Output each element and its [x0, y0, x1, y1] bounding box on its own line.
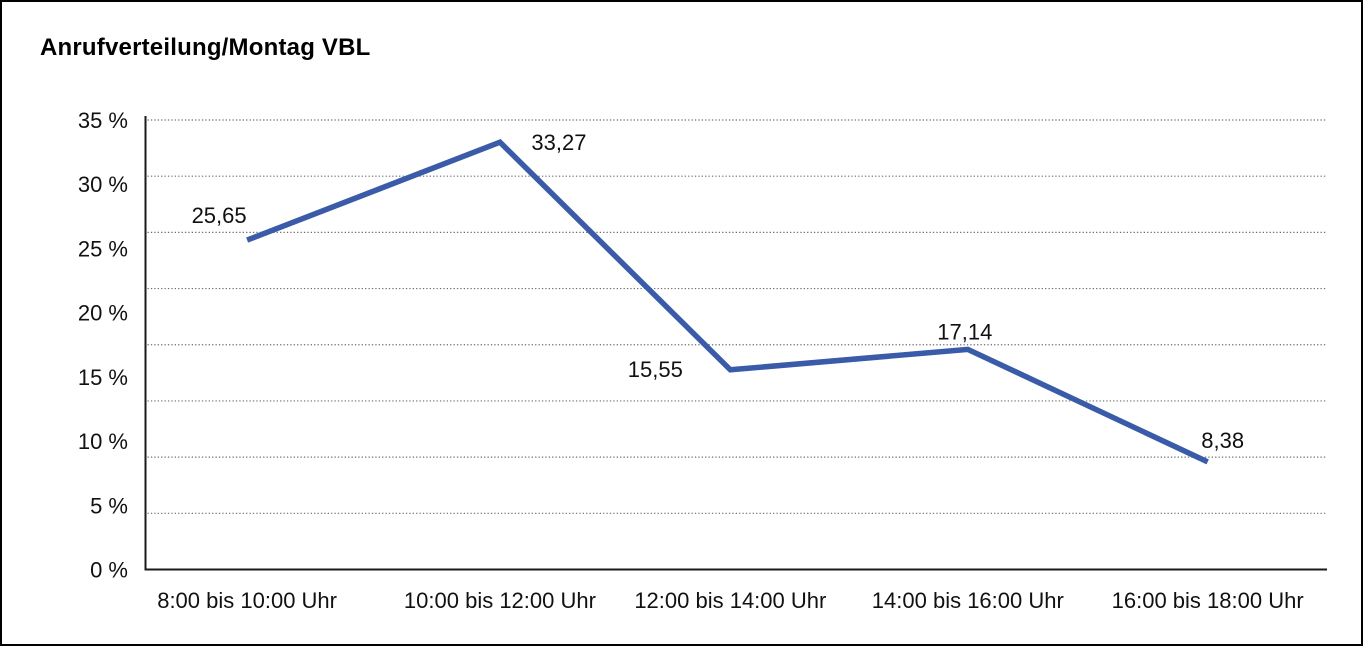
data-label: 8,38 [1201, 428, 1244, 453]
data-label: 17,14 [937, 319, 992, 344]
chart-title: Anrufverteilung/Montag VBL [40, 34, 371, 61]
y-tick-label: 20 % [78, 301, 128, 326]
y-tick-label: 30 % [78, 172, 128, 197]
x-tick-label: 14:00 bis 16:00 Uhr [872, 588, 1064, 613]
y-tick-label: 35 % [78, 108, 128, 133]
y-tick-label: 0 % [90, 558, 128, 583]
x-tick-label: 16:00 bis 18:00 Uhr [1112, 588, 1304, 613]
x-tick-label: 12:00 bis 14:00 Uhr [634, 588, 826, 613]
x-tick-label: 10:00 bis 12:00 Uhr [404, 588, 596, 613]
data-series-line [246, 139, 1209, 465]
y-tick-label: 10 % [78, 429, 128, 454]
y-tick-label: 5 % [90, 493, 128, 518]
y-tick-label: 15 % [78, 365, 128, 390]
x-tick-label: 8:00 bis 10:00 Uhr [157, 588, 337, 613]
data-label: 25,65 [192, 203, 247, 228]
data-label: 33,27 [531, 130, 586, 155]
data-label: 15,55 [628, 357, 683, 382]
y-tick-label: 25 % [78, 236, 128, 261]
